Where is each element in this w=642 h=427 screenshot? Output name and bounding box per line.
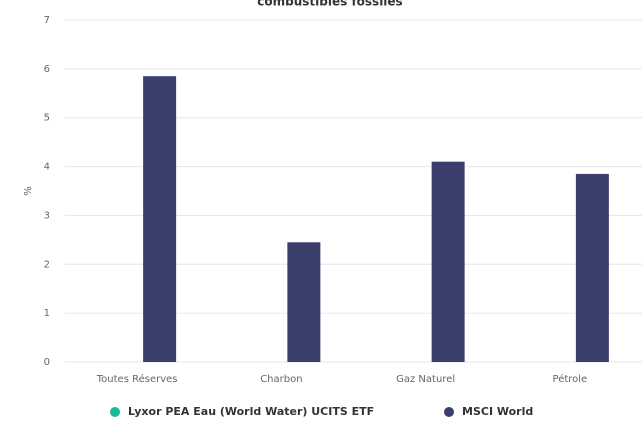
- legend-marker: [444, 407, 454, 417]
- bar: [143, 76, 177, 362]
- y-tick-label: 6: [44, 64, 50, 75]
- y-tick-label: 4: [44, 162, 50, 173]
- y-tick-label: 0: [44, 357, 50, 368]
- x-tick-label: Charbon: [260, 374, 302, 385]
- bar: [575, 173, 609, 362]
- chart-title: combustibles fossiles: [257, 0, 402, 9]
- y-axis-label: %: [23, 186, 34, 196]
- x-tick-label: Pétrole: [553, 373, 588, 385]
- y-tick-label: 1: [44, 308, 50, 319]
- x-tick-label: Toutes Réserves: [96, 373, 178, 385]
- y-tick-label: 2: [44, 259, 50, 270]
- y-tick-label: 7: [44, 15, 50, 26]
- legend-marker: [110, 407, 120, 417]
- y-tick-label: 5: [44, 113, 50, 124]
- legend-label: MSCI World: [462, 405, 533, 418]
- y-tick-label: 3: [44, 210, 50, 221]
- bar: [287, 242, 321, 362]
- legend-label: Lyxor PEA Eau (World Water) UCITS ETF: [128, 405, 374, 418]
- x-tick-label: Gaz Naturel: [396, 374, 455, 385]
- bar: [431, 161, 465, 362]
